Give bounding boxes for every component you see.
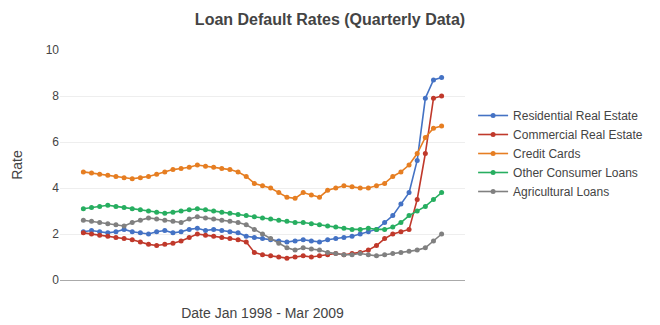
svg-text:Residential Real Estate: Residential Real Estate — [513, 109, 638, 123]
svg-text:8: 8 — [52, 89, 59, 103]
svg-text:Loan Default Rates (Quarterly: Loan Default Rates (Quarterly Data) — [195, 11, 465, 28]
svg-text:Commercial Real Estate: Commercial Real Estate — [513, 128, 643, 142]
svg-text:6: 6 — [52, 135, 59, 149]
svg-text:10: 10 — [46, 43, 60, 57]
svg-text:Date Jan 1998 - Mar 2009: Date Jan 1998 - Mar 2009 — [181, 305, 344, 321]
svg-text:Rate: Rate — [9, 150, 25, 180]
svg-text:0: 0 — [52, 273, 59, 287]
svg-text:Other Consumer Loans: Other Consumer Loans — [513, 166, 638, 180]
svg-text:2: 2 — [52, 227, 59, 241]
svg-text:Credit Cards: Credit Cards — [513, 147, 580, 161]
svg-text:4: 4 — [52, 181, 59, 195]
svg-text:Agricultural Loans: Agricultural Loans — [513, 185, 609, 199]
